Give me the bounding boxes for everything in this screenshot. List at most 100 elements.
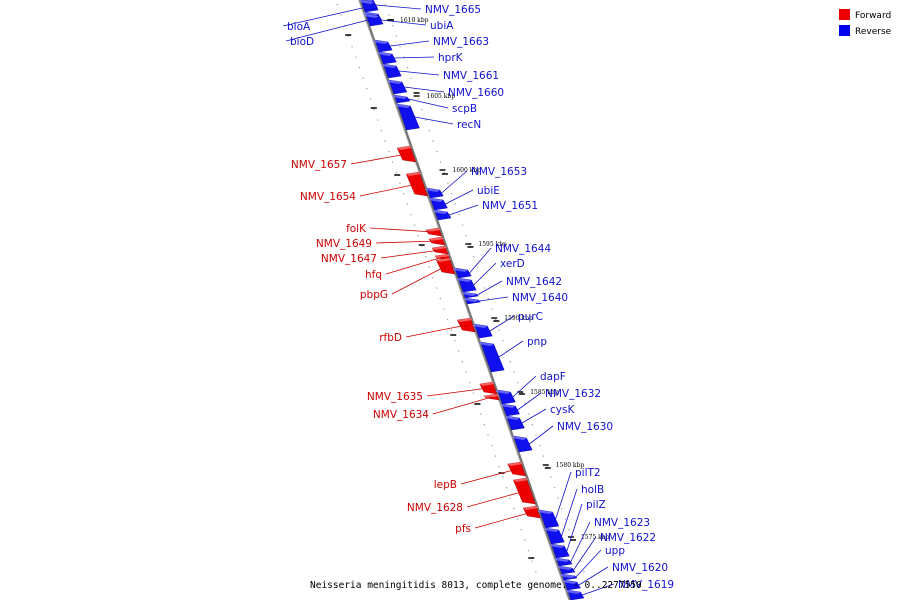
gene-label[interactable]: NMV_1647 [321, 253, 377, 265]
gene-label[interactable]: ubiE [477, 185, 500, 197]
gene-nmv_1642[interactable] [461, 291, 479, 299]
gene-label[interactable]: hfq [365, 269, 382, 281]
guide-dot [399, 182, 401, 184]
gene-pilz[interactable] [549, 543, 570, 559]
gene-label[interactable]: pilZ [586, 499, 606, 511]
gene-label[interactable]: purC [518, 311, 543, 323]
gene-label[interactable]: cysK [550, 404, 575, 416]
gene-hprk[interactable] [377, 51, 397, 65]
gene-label[interactable]: NMV_1622 [600, 532, 656, 544]
gene-leader-line [380, 19, 427, 26]
gene-dapf[interactable] [495, 389, 516, 405]
gene-label[interactable]: NMV_1623 [594, 517, 650, 529]
guide-dot [542, 455, 545, 457]
gene-label[interactable]: holB [581, 484, 604, 496]
gene-ubie[interactable] [428, 197, 448, 211]
gene-nmv_1620[interactable] [562, 579, 581, 591]
gene-nmv_1644[interactable] [452, 267, 472, 279]
guide-dot [421, 109, 423, 111]
gene-label[interactable]: NMV_1620 [612, 562, 668, 574]
guide-dot [358, 67, 361, 69]
gene-nmv_1630[interactable] [511, 435, 533, 453]
gene-label[interactable]: NMV_1642 [506, 276, 562, 288]
gene-nmv_1622[interactable] [557, 565, 576, 575]
gene-highlight [507, 462, 523, 466]
gene-label[interactable]: ubiA [430, 20, 454, 32]
gene-holb[interactable] [543, 527, 565, 545]
gene-label[interactable]: NMV_1657 [291, 159, 347, 171]
gene-label[interactable]: scpB [452, 103, 477, 115]
gene-xerd[interactable] [456, 277, 477, 293]
guide-dot [384, 140, 386, 142]
gene-label[interactable]: NMV_1644 [495, 243, 551, 255]
gene-nmv_1653[interactable] [424, 187, 444, 199]
gene-leader-line [380, 249, 441, 259]
guide-dot [439, 298, 441, 300]
gene-label[interactable]: pilT2 [575, 467, 601, 479]
gene-label[interactable]: recN [457, 119, 481, 131]
gene-recn[interactable] [395, 103, 420, 131]
gene-label[interactable]: pbpG [360, 289, 388, 301]
gene-label[interactable]: NMV_1630 [557, 421, 613, 433]
guide-dot [487, 434, 489, 436]
gene-label[interactable]: NMV_1654 [300, 191, 356, 203]
gene-label[interactable]: bioA [287, 21, 311, 33]
gene-leader-line [469, 247, 492, 274]
guide-dot [458, 214, 460, 216]
gene-pilt2[interactable] [537, 509, 560, 529]
guide-dot [484, 287, 486, 289]
gene-label[interactable]: NMV_1665 [425, 4, 481, 16]
gene-highlight [436, 258, 452, 262]
gene-nmv_1651[interactable] [432, 209, 452, 221]
gene-label[interactable]: folK [346, 223, 367, 235]
guide-dot [524, 403, 526, 405]
gene-label[interactable]: NMV_1651 [482, 200, 538, 212]
gene-label[interactable]: upp [605, 545, 625, 557]
gene-upp[interactable] [559, 573, 578, 581]
gene-nmv_1663[interactable] [373, 39, 393, 53]
gene-label[interactable]: NMV_1632 [545, 388, 601, 400]
gene-purc[interactable] [472, 323, 493, 339]
gene-nmv_1619[interactable] [565, 589, 585, 600]
gene-nmv_1632[interactable] [500, 403, 520, 417]
gene-leader-line [521, 408, 547, 424]
gene-leader-line [561, 488, 578, 537]
guide-dot [465, 235, 467, 237]
gene-label[interactable]: bioD [290, 36, 314, 48]
gene-nmv_1660[interactable] [387, 79, 408, 95]
gene-highlight [562, 580, 577, 584]
gene-label[interactable]: NMV_1635 [367, 391, 423, 403]
gene-label[interactable]: hprK [438, 52, 464, 64]
gene-leader-line [398, 70, 440, 76]
gene-label[interactable]: rfbD [379, 332, 402, 344]
guide-dot [498, 329, 500, 331]
guide-dot [355, 56, 357, 58]
gene-nmv_1640[interactable] [463, 297, 481, 305]
guide-dot [513, 508, 515, 510]
guide-dot [579, 560, 581, 562]
gene-scpb[interactable] [392, 94, 411, 104]
gene-label[interactable]: NMV_1653 [471, 166, 527, 178]
gene-label[interactable]: NMV_1663 [433, 36, 489, 48]
gene-label[interactable]: NMV_1649 [316, 238, 372, 250]
gene-label[interactable]: NMV_1661 [443, 70, 499, 82]
gene-label[interactable]: dapF [540, 371, 566, 383]
gene-label[interactable]: NMV_1628 [407, 502, 463, 514]
gene-label[interactable]: NMV_1619 [618, 579, 674, 591]
gene-cysk[interactable] [504, 415, 525, 431]
gene-label[interactable]: NMV_1640 [512, 292, 568, 304]
gene-nmv_1623[interactable] [554, 557, 573, 567]
guide-dot [509, 361, 511, 363]
gene-label[interactable]: xerD [500, 258, 525, 270]
gene-label[interactable]: pnp [527, 336, 547, 348]
gene-nmv_1661[interactable] [381, 63, 402, 79]
gene-leader-line [529, 425, 554, 445]
gene-label[interactable]: NMV_1660 [448, 87, 504, 99]
gene-label[interactable]: pfs [455, 523, 471, 535]
gene-pnp[interactable] [478, 341, 505, 373]
guide-dot [388, 151, 390, 153]
gene-label[interactable]: lepB [434, 479, 457, 491]
gene-leader-line [404, 86, 445, 93]
genome-caption: Neisseria meningitidis 8013, complete ge… [310, 580, 642, 591]
gene-label[interactable]: NMV_1634 [373, 409, 429, 421]
